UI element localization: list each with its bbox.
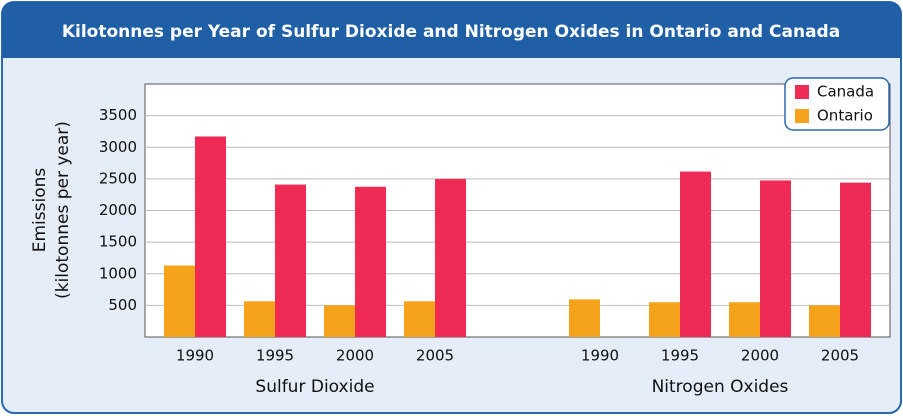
legend-label: Canada (817, 83, 874, 101)
bar (760, 180, 791, 337)
bar (435, 178, 466, 337)
y-tick-label: 1000 (99, 264, 137, 282)
legend-swatch (795, 85, 809, 99)
y-axis-label: Emissions (30, 168, 50, 253)
bar (244, 301, 275, 337)
x-tick-label: 2000 (336, 347, 374, 365)
header (2, 2, 901, 58)
y-axis-label: (kilotonnes per year) (53, 121, 73, 299)
bar (569, 299, 600, 337)
group-label: Sulfur Dioxide (255, 377, 374, 397)
bar (729, 302, 760, 337)
group-label: Nitrogen Oxides (652, 377, 789, 397)
y-tick-label: 3500 (99, 106, 137, 124)
x-tick-label: 2005 (821, 347, 859, 365)
x-tick-label: 1995 (256, 347, 294, 365)
legend-label: Ontario (817, 107, 873, 125)
x-tick-label: 2000 (741, 347, 779, 365)
legend-box (784, 77, 890, 131)
chart-title: Kilotonnes per Year of Sulfur Dioxide an… (62, 22, 840, 42)
bar (404, 301, 435, 337)
bar (649, 302, 680, 337)
y-tick-label: 3000 (99, 138, 137, 156)
x-tick-label: 1995 (661, 347, 699, 365)
y-tick-label: 2000 (99, 201, 137, 219)
y-tick-label: 500 (108, 296, 137, 314)
bar (164, 265, 195, 337)
bar (840, 182, 871, 337)
bar (809, 305, 840, 337)
x-tick-label: 1990 (176, 347, 214, 365)
legend-swatch (795, 109, 809, 123)
bar (355, 186, 386, 337)
bar (195, 136, 226, 337)
x-tick-label: 1990 (581, 347, 619, 365)
y-tick-label: 1500 (99, 233, 137, 251)
bar (275, 184, 306, 337)
x-tick-label: 2005 (416, 347, 454, 365)
bar (324, 305, 355, 337)
y-tick-label: 2500 (99, 169, 137, 187)
bar (680, 171, 711, 337)
